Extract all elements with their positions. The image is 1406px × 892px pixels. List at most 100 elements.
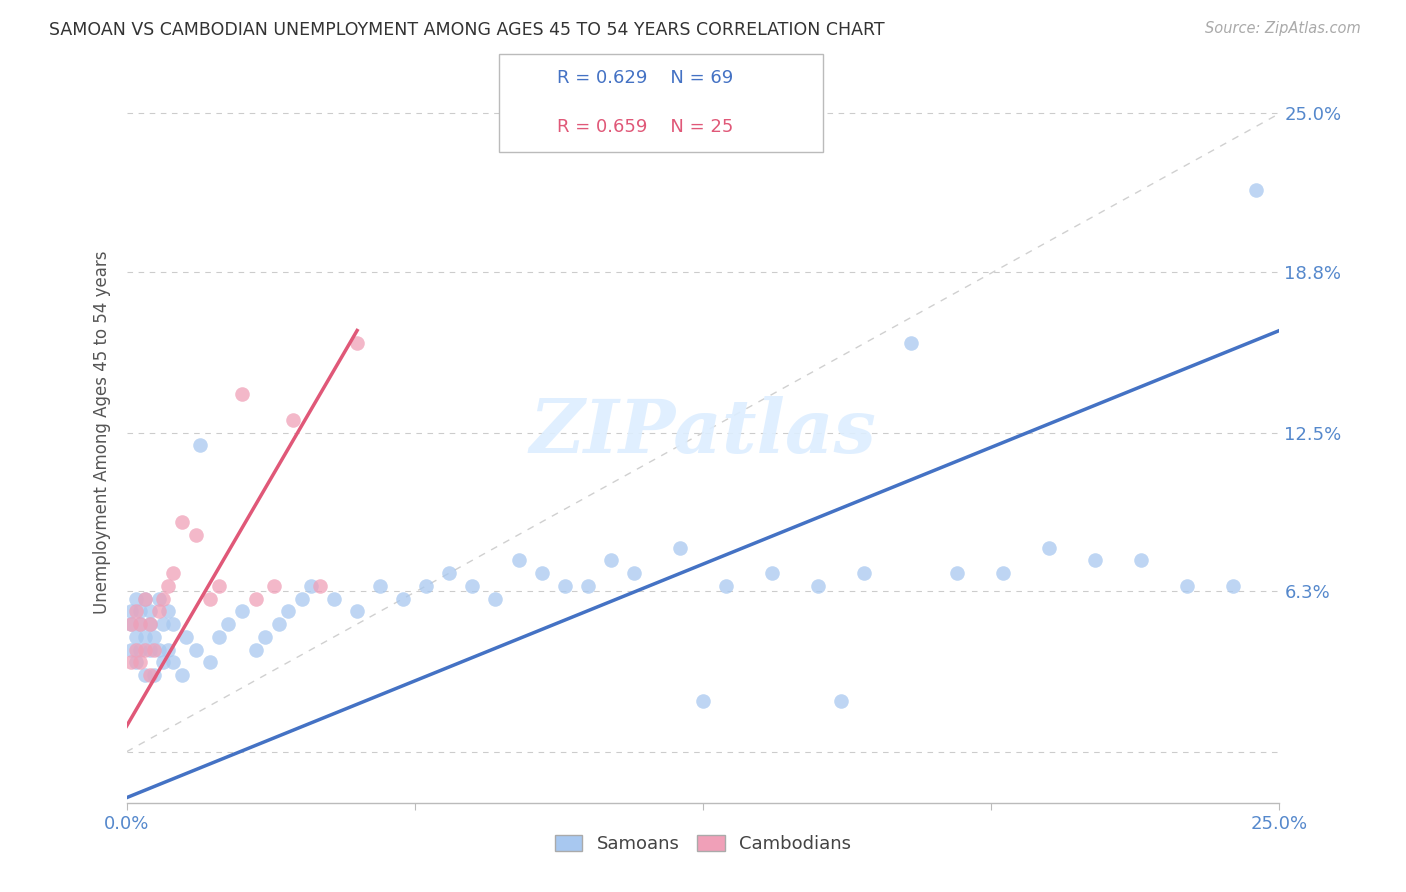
Text: R = 0.629    N = 69: R = 0.629 N = 69 bbox=[557, 69, 733, 87]
Point bbox=[761, 566, 783, 580]
Point bbox=[309, 579, 332, 593]
Point bbox=[281, 413, 304, 427]
Point bbox=[138, 668, 160, 682]
Point bbox=[217, 617, 239, 632]
Point bbox=[129, 617, 152, 632]
Point bbox=[1130, 553, 1153, 567]
Point bbox=[157, 604, 180, 618]
Point bbox=[148, 642, 170, 657]
Point bbox=[170, 515, 193, 529]
Text: Source: ZipAtlas.com: Source: ZipAtlas.com bbox=[1205, 21, 1361, 36]
Point bbox=[198, 591, 221, 606]
Point bbox=[1175, 579, 1198, 593]
Point bbox=[554, 579, 576, 593]
Point bbox=[125, 656, 148, 670]
Point bbox=[138, 642, 160, 657]
Point bbox=[143, 668, 166, 682]
Point bbox=[669, 541, 692, 555]
Point bbox=[129, 642, 152, 657]
Point bbox=[176, 630, 198, 644]
Point bbox=[162, 566, 184, 580]
Point bbox=[368, 579, 391, 593]
Text: SAMOAN VS CAMBODIAN UNEMPLOYMENT AMONG AGES 45 TO 54 YEARS CORRELATION CHART: SAMOAN VS CAMBODIAN UNEMPLOYMENT AMONG A… bbox=[49, 21, 884, 38]
Point bbox=[415, 579, 437, 593]
Point bbox=[231, 604, 253, 618]
Point bbox=[299, 579, 322, 593]
Point bbox=[439, 566, 461, 580]
Point bbox=[277, 604, 299, 618]
Point bbox=[162, 656, 184, 670]
Point bbox=[120, 642, 142, 657]
Text: ZIPatlas: ZIPatlas bbox=[530, 396, 876, 469]
Point bbox=[134, 591, 156, 606]
Point bbox=[484, 591, 506, 606]
Point bbox=[134, 591, 156, 606]
Point bbox=[623, 566, 645, 580]
Point bbox=[148, 591, 170, 606]
Point bbox=[162, 617, 184, 632]
Point bbox=[900, 336, 922, 351]
Point bbox=[143, 642, 166, 657]
Point bbox=[138, 604, 160, 618]
Point bbox=[267, 617, 290, 632]
Point bbox=[170, 668, 193, 682]
Point bbox=[714, 579, 737, 593]
Point bbox=[1084, 553, 1107, 567]
Point bbox=[245, 642, 267, 657]
Point bbox=[134, 668, 156, 682]
Point bbox=[125, 642, 148, 657]
Point bbox=[129, 604, 152, 618]
Point bbox=[188, 438, 211, 452]
Point bbox=[945, 566, 967, 580]
Point bbox=[1222, 579, 1244, 593]
Point bbox=[120, 656, 142, 670]
Point bbox=[143, 630, 166, 644]
Point bbox=[125, 630, 148, 644]
Legend: Samoans, Cambodians: Samoans, Cambodians bbox=[548, 828, 858, 861]
Point bbox=[157, 642, 180, 657]
Point bbox=[692, 694, 714, 708]
Point bbox=[253, 630, 276, 644]
Point bbox=[599, 553, 621, 567]
Point bbox=[807, 579, 830, 593]
Point bbox=[148, 604, 170, 618]
Point bbox=[830, 694, 852, 708]
Point bbox=[291, 591, 314, 606]
Point bbox=[129, 656, 152, 670]
Point bbox=[392, 591, 415, 606]
Point bbox=[263, 579, 285, 593]
Point bbox=[120, 617, 142, 632]
Y-axis label: Unemployment Among Ages 45 to 54 years: Unemployment Among Ages 45 to 54 years bbox=[93, 251, 111, 615]
Point bbox=[129, 617, 152, 632]
Point bbox=[134, 642, 156, 657]
Point bbox=[208, 630, 231, 644]
Point bbox=[184, 642, 207, 657]
Point bbox=[120, 604, 142, 618]
Point bbox=[138, 617, 160, 632]
Point bbox=[991, 566, 1014, 580]
Point bbox=[346, 336, 368, 351]
Point bbox=[530, 566, 553, 580]
Point bbox=[245, 591, 267, 606]
Point bbox=[184, 527, 207, 541]
Point bbox=[157, 579, 180, 593]
Point bbox=[198, 656, 221, 670]
Point bbox=[323, 591, 346, 606]
Point bbox=[134, 630, 156, 644]
Text: R = 0.659    N = 25: R = 0.659 N = 25 bbox=[557, 118, 733, 136]
Point bbox=[152, 656, 174, 670]
Point bbox=[138, 617, 160, 632]
Point bbox=[125, 604, 148, 618]
Point bbox=[508, 553, 530, 567]
Point bbox=[576, 579, 599, 593]
Point bbox=[1246, 183, 1268, 197]
Point bbox=[346, 604, 368, 618]
Point bbox=[152, 617, 174, 632]
Point bbox=[120, 617, 142, 632]
Point bbox=[853, 566, 876, 580]
Point bbox=[461, 579, 484, 593]
Point bbox=[208, 579, 231, 593]
Point bbox=[125, 591, 148, 606]
Point bbox=[231, 387, 253, 401]
Point bbox=[152, 591, 174, 606]
